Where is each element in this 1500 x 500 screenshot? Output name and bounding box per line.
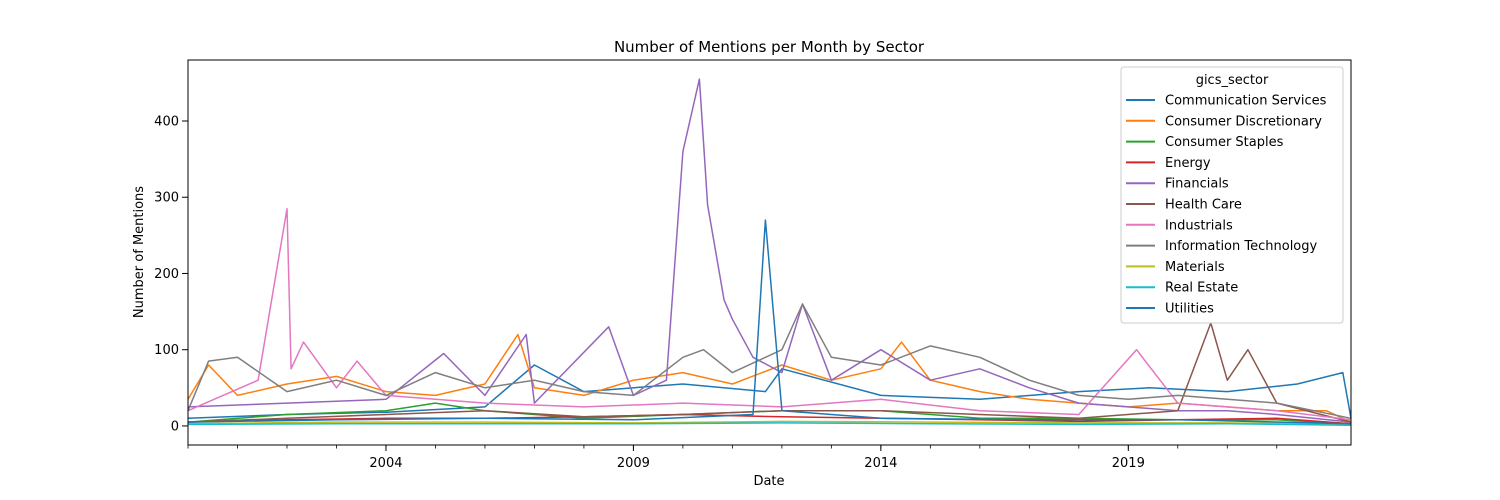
- series-line-0: [187, 364, 1352, 420]
- y-tick-label: 300: [154, 191, 179, 206]
- x-axis: 2004 2009 2014 2019: [187, 445, 1327, 471]
- legend-box: [1120, 66, 1344, 324]
- legend-entry: Consumer Discretionary: [1165, 114, 1322, 129]
- legend-entry: Consumer Staples: [1165, 135, 1284, 150]
- legend-entry: Financials: [1165, 177, 1229, 192]
- series-line-4: [187, 78, 1352, 423]
- x-tick-label: 2014: [864, 456, 897, 471]
- x-tick-label: 2019: [1112, 456, 1145, 471]
- chart-title: Number of Mentions per Month by Sector: [614, 38, 925, 56]
- legend-entry: Energy: [1165, 156, 1211, 171]
- legend-entry: Information Technology: [1165, 239, 1318, 254]
- x-tick-label: 2009: [617, 456, 650, 471]
- legend-entry: Health Care: [1165, 198, 1242, 213]
- x-tick-label: 2004: [369, 456, 402, 471]
- y-tick-label: 100: [154, 343, 179, 358]
- series-line-1: [187, 333, 1352, 423]
- y-tick-label: 0: [171, 419, 179, 434]
- legend-entry: Communication Services: [1165, 94, 1327, 109]
- y-tick-label: 400: [154, 114, 179, 129]
- series-line-9: [187, 422, 1352, 426]
- series-line-8: [187, 420, 1352, 426]
- legend-entry: Utilities: [1165, 302, 1214, 317]
- legend: gics_sector Communication Services Consum…: [1120, 66, 1344, 324]
- x-axis-label: Date: [753, 474, 784, 489]
- y-axis: 0 100 200 300 400: [154, 114, 188, 434]
- plot-frame: [187, 59, 1352, 446]
- series-line-6: [187, 207, 1352, 421]
- series-lines: [187, 78, 1352, 426]
- series-line-7: [187, 303, 1352, 420]
- legend-title: gics_sector: [1196, 73, 1269, 88]
- legend-entry: Materials: [1165, 260, 1225, 275]
- series-line-5: [187, 322, 1352, 423]
- y-axis-label: Number of Mentions: [132, 186, 147, 318]
- series-line-10: [187, 219, 1352, 425]
- legend-entry: Industrials: [1165, 218, 1233, 233]
- y-tick-label: 200: [154, 267, 179, 282]
- legend-entry: Real Estate: [1165, 281, 1238, 296]
